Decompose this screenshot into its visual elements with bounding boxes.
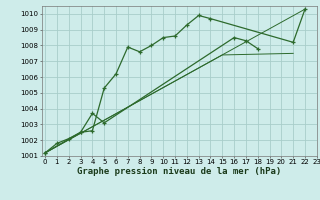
- X-axis label: Graphe pression niveau de la mer (hPa): Graphe pression niveau de la mer (hPa): [77, 167, 281, 176]
